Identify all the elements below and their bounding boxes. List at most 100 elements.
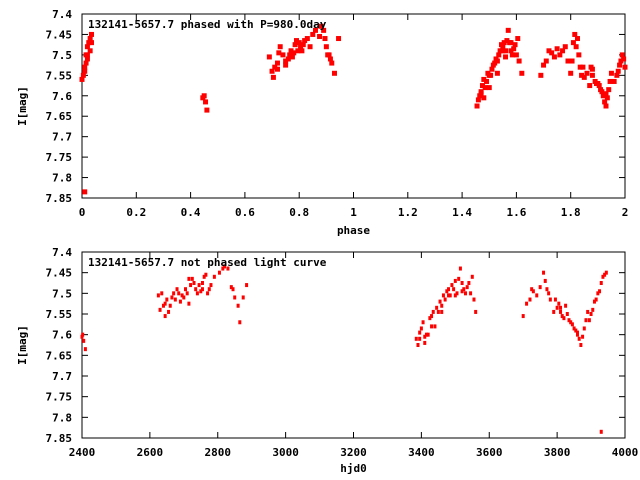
data-point [525,301,529,306]
data-point [460,281,464,285]
data-point [428,316,432,321]
data-point [418,330,422,335]
data-point [156,293,160,298]
data-point [209,283,213,288]
data-point [452,287,456,292]
data-point [431,309,435,314]
data-point [497,48,503,54]
data-point [500,44,506,50]
data-point [465,285,469,290]
data-point [621,56,627,62]
data-point [569,320,573,325]
data-point [168,303,172,308]
data-point [274,66,280,72]
data-point [423,334,427,339]
data-point [287,52,293,58]
data-point [617,62,623,68]
data-point [285,56,291,62]
data-point [331,70,337,76]
data-point [175,287,179,292]
x-tick-label: 2 [622,206,629,219]
data-point [505,27,511,33]
data-point [233,295,237,300]
data-point [509,52,515,58]
data-point [618,58,624,64]
data-point [83,347,87,352]
data-point [423,340,427,345]
data-point [274,60,280,66]
data-point [414,336,418,341]
data-point [236,303,240,308]
data-point [503,48,509,54]
data-point [611,78,617,84]
data-point [458,266,462,271]
data-point [419,326,423,331]
data-point [501,40,507,46]
data-point [519,70,525,76]
data-point [488,72,494,78]
y-tick-label: 7.5 [52,49,72,62]
data-point [592,299,596,304]
data-point [433,324,437,329]
data-point [474,103,480,109]
y-tick-label: 7.6 [52,329,72,342]
data-point [601,274,605,279]
data-point [576,52,582,58]
y-tick-label: 7.55 [46,69,73,82]
data-point [192,281,196,285]
data-point [575,332,579,337]
data-point [531,289,535,294]
data-point [547,291,551,296]
data-point [430,314,434,319]
y-tick-label: 7.45 [46,28,73,41]
data-point [226,266,230,271]
y-tick-label: 7.45 [46,267,73,280]
data-point [551,54,557,60]
data-point [336,36,342,42]
data-point [187,301,191,306]
unphased-light-curve-panel: 7.4 7.45 7.5 7.55 7.6 7.65 7.7 7.75 7.8 7.85 2400… [16,246,638,475]
data-point [482,85,488,91]
data-point [599,281,603,285]
x-tick-label: 2800 [205,446,232,459]
data-point [82,338,86,343]
y-tick-label: 7.75 [46,391,73,404]
x-tick-label: 1.8 [561,206,581,219]
data-point [441,293,445,298]
data-point [513,52,519,58]
data-point [587,83,593,89]
data-point [469,291,473,296]
chart-title: 132141-5657.7 not phased light curve [88,256,327,269]
y-tick-label: 7.8 [52,172,72,185]
data-point [515,36,521,42]
data-point [565,312,569,316]
data-point [557,301,561,306]
data-point [453,278,457,283]
data-point [207,287,211,292]
data-point [486,85,492,91]
data-point [229,285,233,290]
data-point [450,283,454,288]
y-axis-label: I[mag] [16,325,29,365]
data-point [299,48,305,54]
data-point [453,293,457,298]
data-point [170,295,174,300]
data-point [190,276,194,281]
data-point [584,318,588,323]
data-point [580,64,586,70]
data-point [553,297,557,302]
data-point [302,38,308,44]
data-point [591,307,595,312]
y-tick-label: 7.6 [52,90,72,103]
data-point [494,58,500,64]
data-point [280,52,286,58]
data-point [84,44,90,50]
data-point [189,283,193,288]
data-point [619,52,625,58]
data-point [589,66,595,72]
data-point [594,297,598,302]
data-point [538,285,542,290]
data-point [238,320,242,325]
data-point [579,72,585,78]
data-point [172,291,176,296]
